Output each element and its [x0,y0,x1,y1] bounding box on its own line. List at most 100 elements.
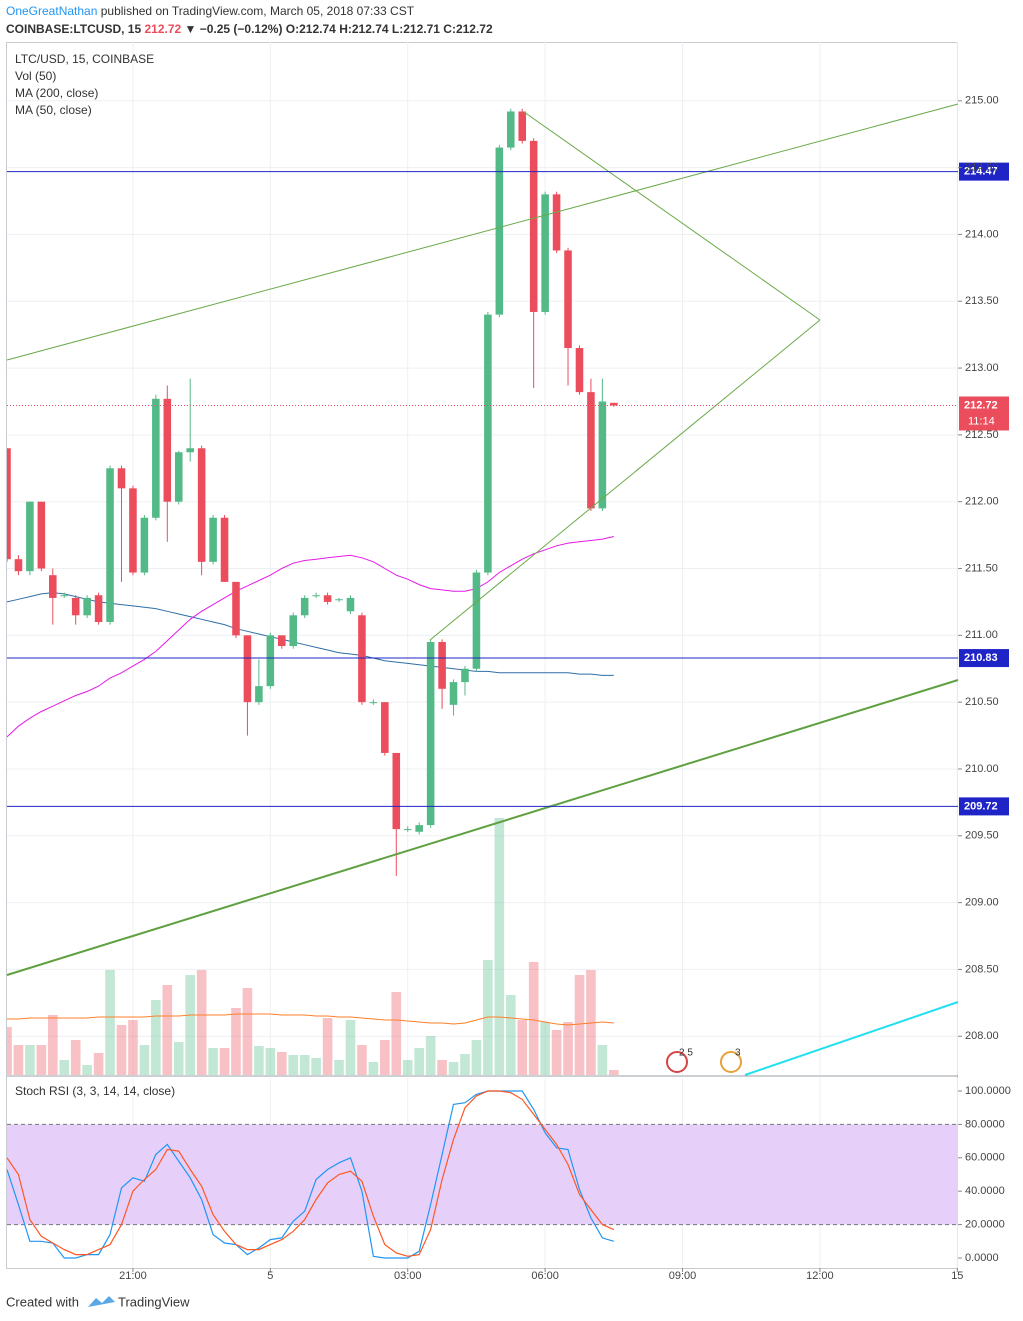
last-price-box [959,396,1009,431]
volume-bar [311,1058,321,1075]
event-label: 3 [735,1048,741,1059]
candle-body [197,448,206,562]
candle-body [598,401,607,509]
symbol-line: COINBASE:LTCUSD, 15 212.72 ▼ −0.25 (−0.1… [6,22,493,36]
trend-line [429,319,821,641]
volume-bar [151,1000,161,1075]
volume-bar [219,1048,230,1075]
y-tick-label: 212.00 [965,496,999,508]
volume-bar [116,1025,127,1075]
stoch-line [7,1090,614,1259]
volume-bar [437,1060,447,1075]
candle-body [358,615,366,703]
x-tick-label: 12:00 [806,1270,834,1282]
y-tick-label: 209.50 [965,830,999,842]
stoch-line [7,1090,615,1257]
candle-body [484,314,492,573]
volume-bar [460,1054,470,1075]
y-tick-label: 208.00 [965,1030,999,1042]
volume-bar [254,1046,264,1075]
y-tick-label: 60.0000 [965,1152,1005,1164]
volume-ma [7,1013,614,1026]
volume-bar [597,1045,608,1075]
volume-bar [574,975,585,1075]
volume-bar [425,1036,436,1075]
close: C:212.72 [443,22,493,36]
volume-bar [380,1040,390,1075]
y-tick-label: 214.00 [965,228,999,240]
candle-body [449,682,458,705]
x-tick-label: 09:00 [669,1270,697,1282]
y-tick-label: 211.50 [965,562,998,574]
level-box [959,649,1009,668]
author[interactable]: OneGreatNathan [6,4,97,18]
volume-bar [242,988,253,1075]
volume-bar [36,1045,47,1075]
candle-body [49,575,57,598]
last-price-label: 212.72 [964,399,998,411]
y-tick-label: 209.00 [965,897,999,909]
volume-bar [139,1045,150,1075]
event-label: 2 5 [679,1048,693,1059]
volume-bar [345,1020,356,1075]
volume-bar [540,1022,550,1075]
trend-line [6,103,959,361]
candle-body [94,595,103,622]
event-flag[interactable] [720,1051,742,1073]
level-label: 210.83 [964,652,998,664]
footer-brand[interactable]: TradingView [118,1294,190,1309]
volume-bar [357,1045,367,1075]
volume-bar [276,1052,287,1075]
published: published on TradingView.com, March 05, … [101,4,415,18]
x-tick-label: 21:00 [119,1270,147,1282]
y-tick-label: 80.0000 [965,1118,1005,1130]
volume-bar [196,970,207,1075]
candle-body [83,597,91,616]
logo [88,1296,115,1307]
candle-body [369,702,378,704]
candle-body [106,468,114,622]
volume-bar [265,1048,276,1075]
volume-bar [70,1040,81,1075]
trend-line [744,1001,959,1076]
candle-body [323,595,332,602]
y-tick-label: 214.50 [965,162,999,174]
trend-line [523,111,821,321]
volume-bar [288,1055,299,1075]
moving-average [7,536,614,738]
candle-body [610,402,618,406]
candle-body [140,517,149,573]
volume-bar [505,995,516,1075]
overlay: 2 5 3 214.47 210.83 209.72 212.72 11:14 LTC/U… [6,52,1009,1098]
candle-body [117,468,126,489]
volume-bar [208,1048,218,1075]
candle-body [312,595,320,597]
symbol: COINBASE:LTCUSD, 15 [6,22,141,36]
candle-body [232,581,240,636]
candle-body [518,111,527,141]
candle-body [243,635,252,703]
candle-body [152,398,160,518]
candle-body [71,597,80,616]
candle-body [541,194,549,312]
candle-body [255,686,263,703]
candle-body [472,572,481,669]
level-box [959,162,1009,181]
event-flag[interactable] [666,1051,688,1073]
candle-body [575,348,584,393]
candle-body [209,517,217,562]
volume-bar [128,1020,138,1075]
candle-body [266,635,275,687]
candle-body [552,194,561,251]
volume-bar [322,1018,333,1075]
candle-body [426,642,435,826]
volume-bar [185,975,196,1075]
candle-body [564,250,572,349]
volume-bar [448,1062,459,1075]
x-tick-label: 15 [951,1270,963,1282]
price-pane [7,42,958,1075]
legend-entry: MA (50, close) [15,103,92,117]
y-tick-label: 0.0000 [965,1252,999,1264]
level-label: 209.72 [964,800,998,812]
